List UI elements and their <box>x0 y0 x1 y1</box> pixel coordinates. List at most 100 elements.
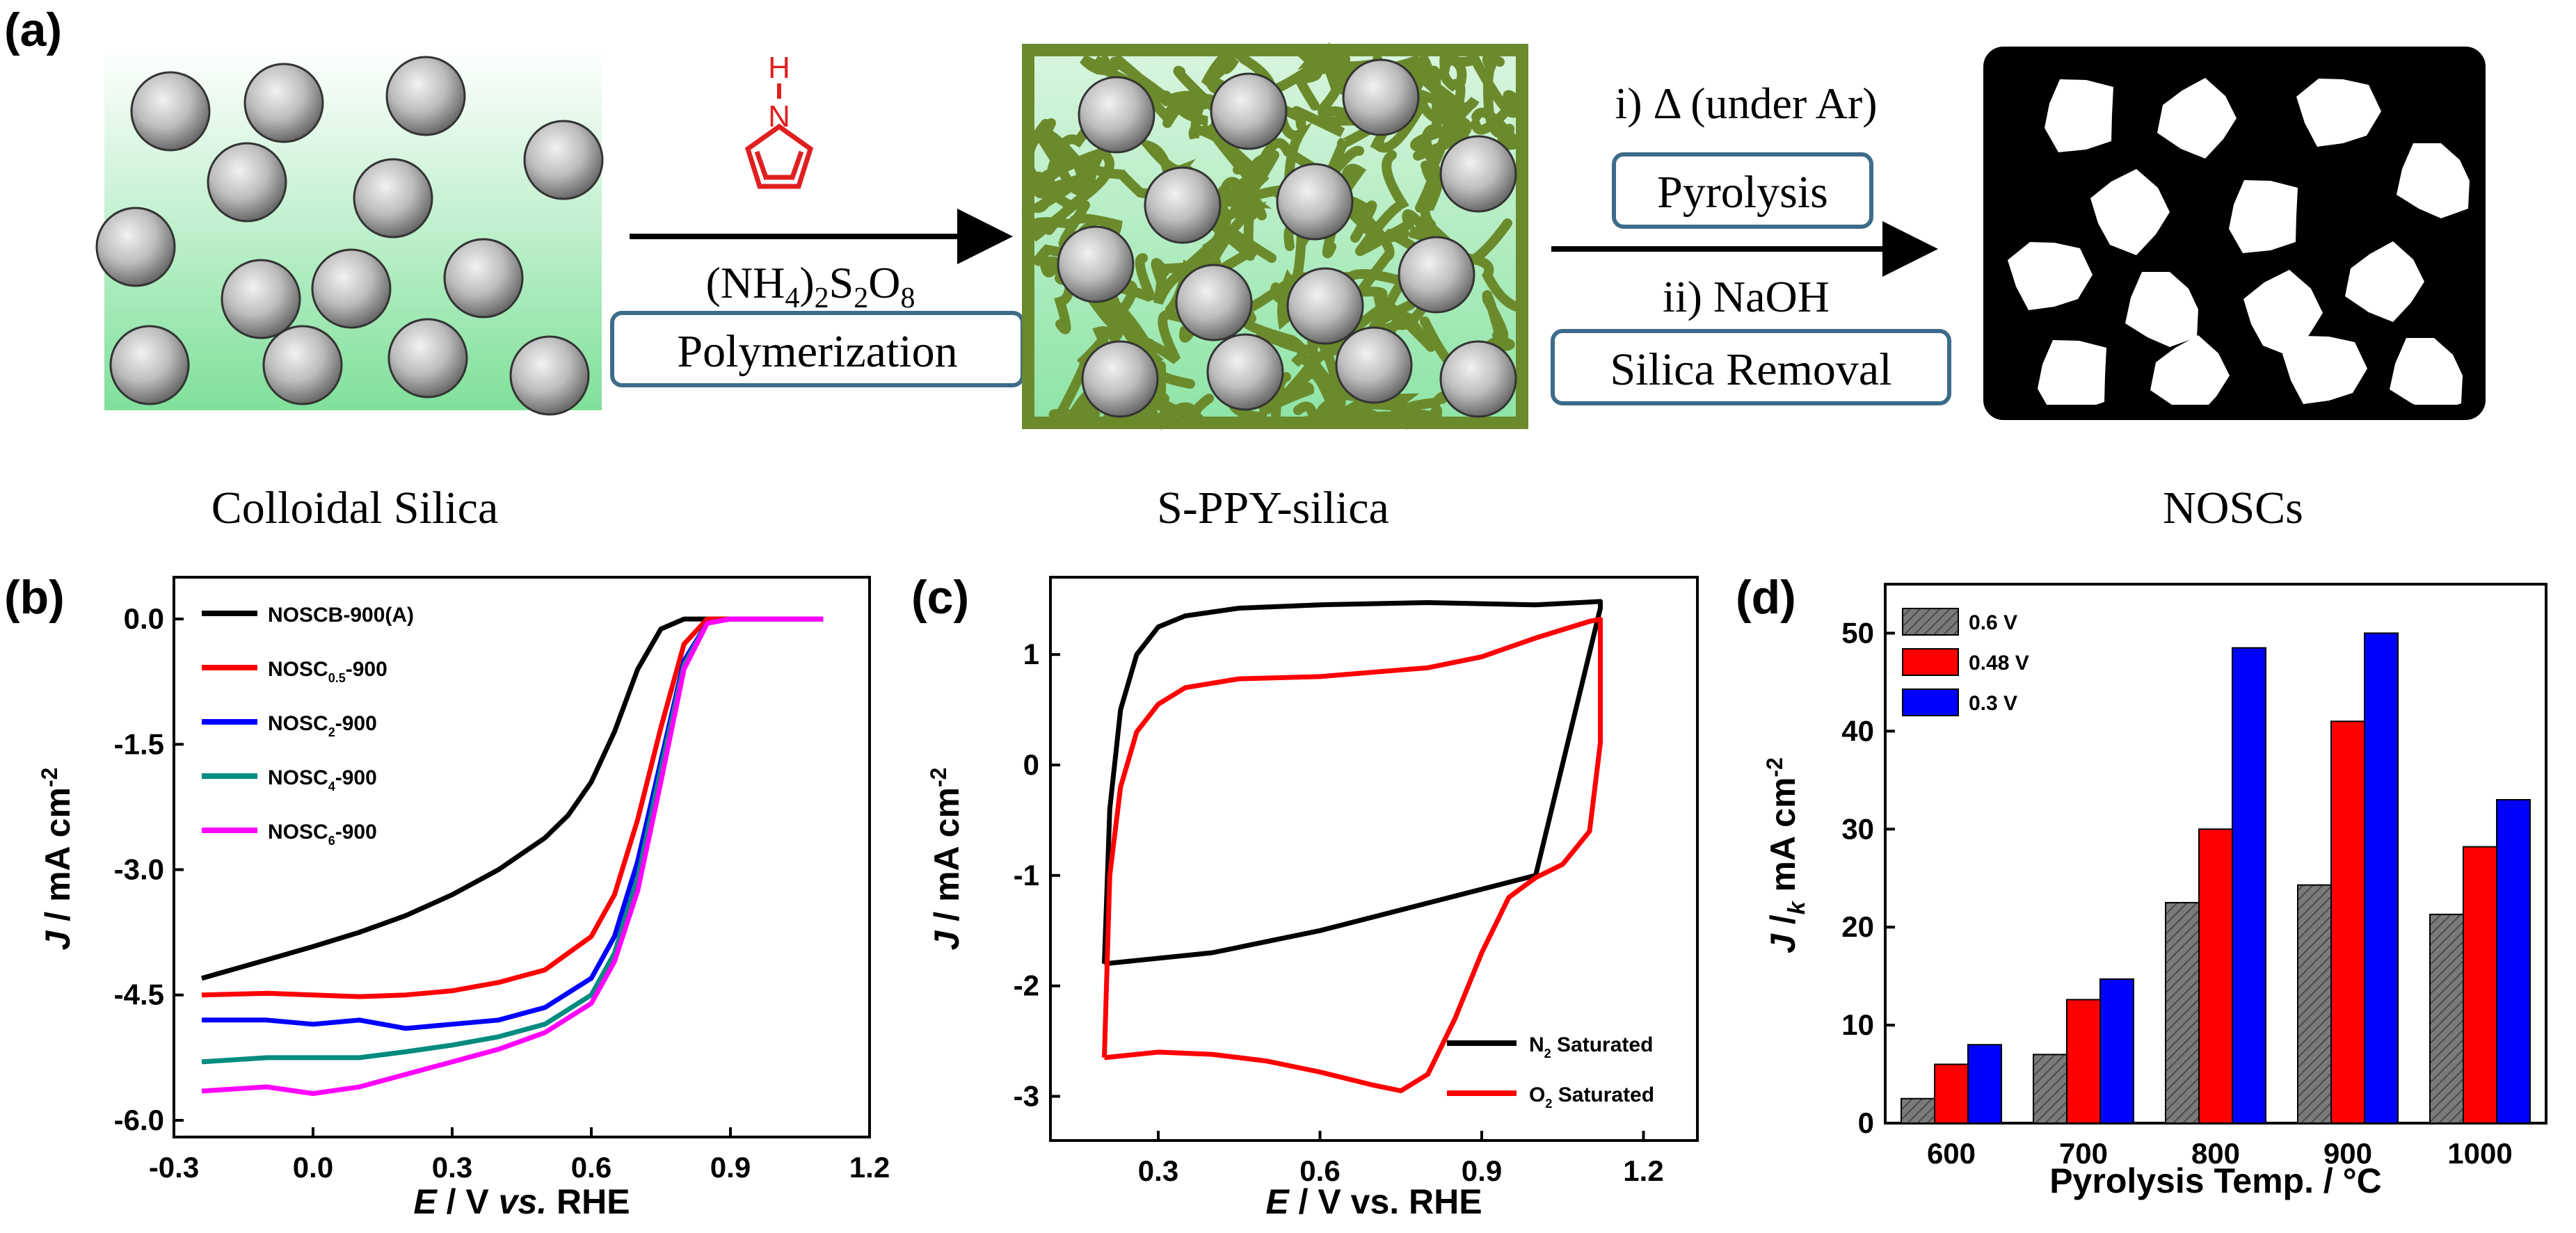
ppy-sphere <box>1439 135 1517 213</box>
carbon-pore <box>2008 242 2093 310</box>
silica-sphere <box>207 142 287 223</box>
step1-polymerization: N H (NH4)2S2O8 Polymerization <box>610 51 1025 387</box>
silica-sphere <box>95 207 176 287</box>
y-tick-label: -6.0 <box>114 1104 164 1136</box>
y-tick-label: 1 <box>1023 638 1039 670</box>
carbon-pore <box>2397 143 2470 218</box>
legend-label: NOSC6-900 <box>268 821 377 848</box>
step1-reagent: (NH4)2S2O8 <box>706 258 915 314</box>
ppy-border <box>1022 44 1528 429</box>
y-tick-label: 40 <box>1841 714 1874 747</box>
ppy-network <box>1021 42 1528 430</box>
s-ppy-silica-scheme <box>1021 42 1528 430</box>
series-line <box>1102 599 1603 967</box>
stage-label-colloidal-silica: Colloidal Silica <box>211 483 498 533</box>
chart-d: 0 10 20 30 40 50 600 700 800 900 1000 0.6 V 0.48 V 0.… <box>1762 583 2547 1200</box>
stage-label-noscs: NOSCs <box>2163 483 2303 533</box>
nosc-carbon-scheme <box>1983 47 2486 420</box>
silica-sphere <box>523 120 604 200</box>
x-tick-label: 800 <box>2191 1137 2240 1170</box>
carbon-pore <box>2390 338 2463 413</box>
x-tick-label: 0.9 <box>1462 1154 1502 1187</box>
ppy-sphere <box>1175 264 1253 341</box>
legend-label: NOSCB-900(A) <box>268 604 414 627</box>
ppy-spheres <box>1057 58 1517 418</box>
ppy-sphere <box>1398 236 1475 314</box>
plot-frame <box>173 576 871 1138</box>
stage-label-s-ppy-silica: S-PPY-silica <box>1157 483 1389 533</box>
x-tick-label: 0.3 <box>432 1151 472 1184</box>
silica-sphere <box>509 335 590 416</box>
bar <box>2496 799 2531 1124</box>
silica-sphere <box>243 63 324 143</box>
x-tick-label: 1000 <box>2447 1137 2512 1170</box>
bar <box>2165 901 2200 1125</box>
ppy-sphere <box>1286 267 1364 345</box>
silica-sphere <box>387 318 468 398</box>
bar <box>2198 828 2233 1124</box>
ppy-sphere <box>1081 340 1159 418</box>
series-line <box>201 616 824 999</box>
silica-removal-box <box>1551 329 1951 405</box>
silica-sphere <box>109 325 190 405</box>
pyrolysis-label: Pyrolysis <box>1657 167 1828 218</box>
y-tick-label: -2 <box>1014 969 1039 1002</box>
step2-line1: i) Δ (under Ar) <box>1615 79 1877 128</box>
silica-sphere <box>353 158 433 239</box>
carbon-pore <box>2090 169 2170 255</box>
pyrrole-n-label: N <box>768 99 790 134</box>
bar <box>2429 913 2464 1124</box>
pyrrole-h-label: H <box>768 51 790 85</box>
legend-label: 0.6 V <box>1969 611 2017 634</box>
bar <box>2297 884 2332 1125</box>
step2-line2: ii) NaOH <box>1663 272 1830 321</box>
x-axis-title: E / V vs. RHE <box>413 1182 630 1221</box>
plot-frame <box>1049 576 1699 1142</box>
carbon-pore <box>2229 180 2298 253</box>
step2-pyrolysis: i) Δ (under Ar) Pyrolysis ii) NaOH Silic… <box>1551 79 1951 405</box>
legend-label: NOSC4-900 <box>268 766 377 793</box>
bar <box>2364 632 2399 1124</box>
y-tick-label: -1.5 <box>114 727 164 760</box>
legend-label: O2 Saturated <box>1529 1083 1654 1111</box>
x-axis-title: E / V vs. RHE <box>1265 1182 1482 1221</box>
y-tick-label: 0 <box>1023 748 1039 781</box>
x-tick-label: 600 <box>1927 1137 1976 1170</box>
panel-label-d: (d) <box>1736 571 1796 624</box>
pyrolysis-box <box>1612 152 1873 229</box>
carbon-border <box>1983 47 2486 420</box>
series-line <box>1102 616 1603 1093</box>
chart-b: -0.3 0.0 0.3 0.6 0.9 1.2 0.0 -1.5 -3.0 -4.5 -6.0 NO… <box>37 576 890 1221</box>
bar <box>2033 1054 2067 1125</box>
ppy-sphere <box>1206 333 1284 411</box>
bar <box>2232 647 2266 1124</box>
bar <box>1901 1097 1935 1124</box>
y-tick-label: -4.5 <box>114 978 164 1011</box>
y-axis-title: J / mA cm-2 <box>37 768 77 951</box>
silica-sphere <box>385 56 466 136</box>
legend-label: 0.48 V <box>1969 652 2029 675</box>
x-tick-label: 0.9 <box>710 1151 751 1184</box>
pyrrole-icon <box>744 123 814 189</box>
bar <box>1934 1063 1969 1125</box>
bar <box>2099 978 2134 1125</box>
carbon-pore <box>2157 78 2237 159</box>
ppy-sphere <box>1057 225 1135 303</box>
carbon-pore <box>2038 340 2106 413</box>
ppy-sphere <box>1078 76 1155 154</box>
carbon-pore <box>2345 241 2424 322</box>
x-axis-title: Pyrolysis Temp. / °C <box>2049 1161 2382 1200</box>
y-tick-label: 30 <box>1841 812 1874 845</box>
silica-removal-label: Silica Removal <box>1610 344 1891 395</box>
ppy-sphere <box>1144 166 1222 244</box>
silica-spheres <box>95 56 604 416</box>
ppy-sphere <box>1276 163 1354 241</box>
x-tick-label: 0.6 <box>1299 1154 1340 1187</box>
y-tick-label: 0.0 <box>124 602 164 635</box>
y-tick-label: 10 <box>1841 1008 1874 1041</box>
y-tick-label: -3.0 <box>114 853 164 886</box>
x-tick-label: 900 <box>2323 1137 2372 1170</box>
panel-label-b: (b) <box>4 571 65 624</box>
y-axis-title: J /k mA cm-2 <box>1762 757 1810 953</box>
